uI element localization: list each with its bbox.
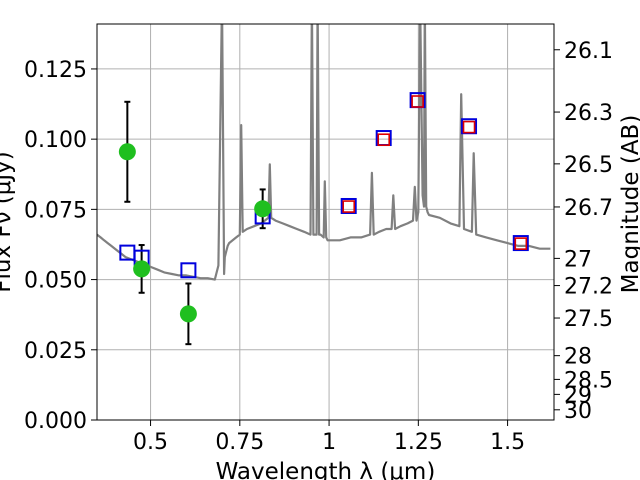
y-axis-label: Flux Fν (μJy) (0, 151, 16, 292)
model-point-blue (340, 197, 357, 214)
right-tick-label: 26.1 (564, 39, 613, 64)
right-tick-label: 27 (564, 247, 592, 272)
model-point-red (411, 95, 424, 108)
x-tick-label: 1 (322, 430, 336, 455)
right-tick-label: 27.5 (564, 307, 613, 332)
observed-point (179, 305, 197, 323)
spectrum-layer (97, 24, 551, 281)
errorbar-layer (124, 100, 266, 346)
model-point-red (377, 133, 390, 147)
model-point-red (342, 200, 356, 213)
right-tick-label: 26.3 (564, 101, 613, 126)
model-point-red (514, 237, 528, 250)
right-tick-label: 28.5 (564, 368, 613, 393)
x-tick-label: 0.75 (215, 430, 264, 455)
y-tick-label: 0.050 (24, 269, 87, 294)
y-tick-label: 0.100 (24, 128, 87, 153)
right-tick-label: 30 (564, 399, 592, 424)
spectrum-line (97, 24, 551, 281)
x-tick-label: 1.25 (394, 430, 443, 455)
observed-point (133, 260, 151, 278)
model-point-red (462, 120, 476, 134)
model-point-blue (512, 235, 529, 252)
x-axis-label: Wavelength λ (μm) (216, 459, 436, 480)
marker-layer (118, 92, 529, 323)
plot-frame (96, 23, 555, 421)
y-tick-label: 0.125 (24, 58, 87, 83)
x-tick-label: 0.5 (133, 430, 168, 455)
right-tick-label: 29 (564, 383, 592, 408)
y-tick-label: 0.000 (24, 409, 87, 434)
y-tick-label: 0.025 (24, 339, 87, 364)
y-axis-ticks: 0.000 0.025 0.050 0.075 0.100 0.125 (24, 58, 97, 434)
right-tick-label: 26.5 (564, 153, 613, 178)
right-tick-label: 27.2 (564, 275, 613, 300)
observed-point (118, 143, 136, 161)
y-tick-label: 0.075 (24, 198, 87, 223)
right-tick-label: 28 (564, 345, 592, 370)
model-point-blue (180, 262, 197, 279)
observed-point (254, 200, 272, 218)
x-axis-ticks: 0.5 0.75 1 1.25 1.5 (133, 420, 525, 455)
right-axis-label: Magnitude (AB) (618, 115, 640, 294)
x-tick-label: 1.5 (490, 430, 525, 455)
right-tick-label: 26.7 (564, 196, 613, 221)
